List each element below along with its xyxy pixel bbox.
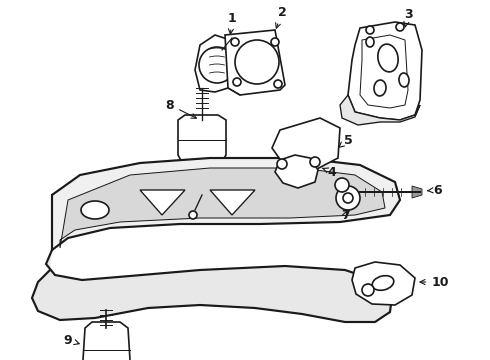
Text: 1: 1 <box>228 12 236 34</box>
Circle shape <box>235 40 279 84</box>
Circle shape <box>366 26 374 34</box>
Circle shape <box>189 211 197 219</box>
Polygon shape <box>340 95 420 125</box>
Circle shape <box>335 178 349 192</box>
Circle shape <box>271 38 279 46</box>
Text: 11: 11 <box>0 359 1 360</box>
Polygon shape <box>225 30 285 95</box>
Polygon shape <box>32 250 392 322</box>
Ellipse shape <box>372 276 394 290</box>
Circle shape <box>396 23 404 31</box>
Text: 8: 8 <box>166 99 196 118</box>
Text: 2: 2 <box>275 5 286 28</box>
Text: 5: 5 <box>339 134 352 148</box>
Polygon shape <box>60 168 385 248</box>
Circle shape <box>310 157 320 167</box>
Text: 9: 9 <box>64 333 79 346</box>
Ellipse shape <box>81 201 109 219</box>
Ellipse shape <box>399 73 409 87</box>
Circle shape <box>233 78 241 86</box>
Polygon shape <box>140 190 185 215</box>
Polygon shape <box>192 168 212 195</box>
Polygon shape <box>412 186 422 198</box>
Polygon shape <box>275 155 318 188</box>
Circle shape <box>199 47 235 83</box>
Ellipse shape <box>378 44 398 72</box>
Text: 4: 4 <box>322 166 336 179</box>
Polygon shape <box>348 22 422 120</box>
Text: 6: 6 <box>428 184 442 197</box>
Text: 10: 10 <box>420 275 449 288</box>
Polygon shape <box>272 118 340 170</box>
Polygon shape <box>210 190 255 215</box>
Polygon shape <box>195 35 240 92</box>
Circle shape <box>336 186 360 210</box>
Polygon shape <box>83 322 130 360</box>
Ellipse shape <box>366 37 374 47</box>
Polygon shape <box>52 158 400 250</box>
Circle shape <box>277 159 287 169</box>
Ellipse shape <box>374 80 386 96</box>
Text: 7: 7 <box>341 208 349 221</box>
Circle shape <box>231 38 239 46</box>
Text: 3: 3 <box>404 8 412 27</box>
Polygon shape <box>178 115 226 172</box>
Circle shape <box>343 193 353 203</box>
Polygon shape <box>352 262 415 305</box>
Circle shape <box>362 284 374 296</box>
Circle shape <box>274 80 282 88</box>
